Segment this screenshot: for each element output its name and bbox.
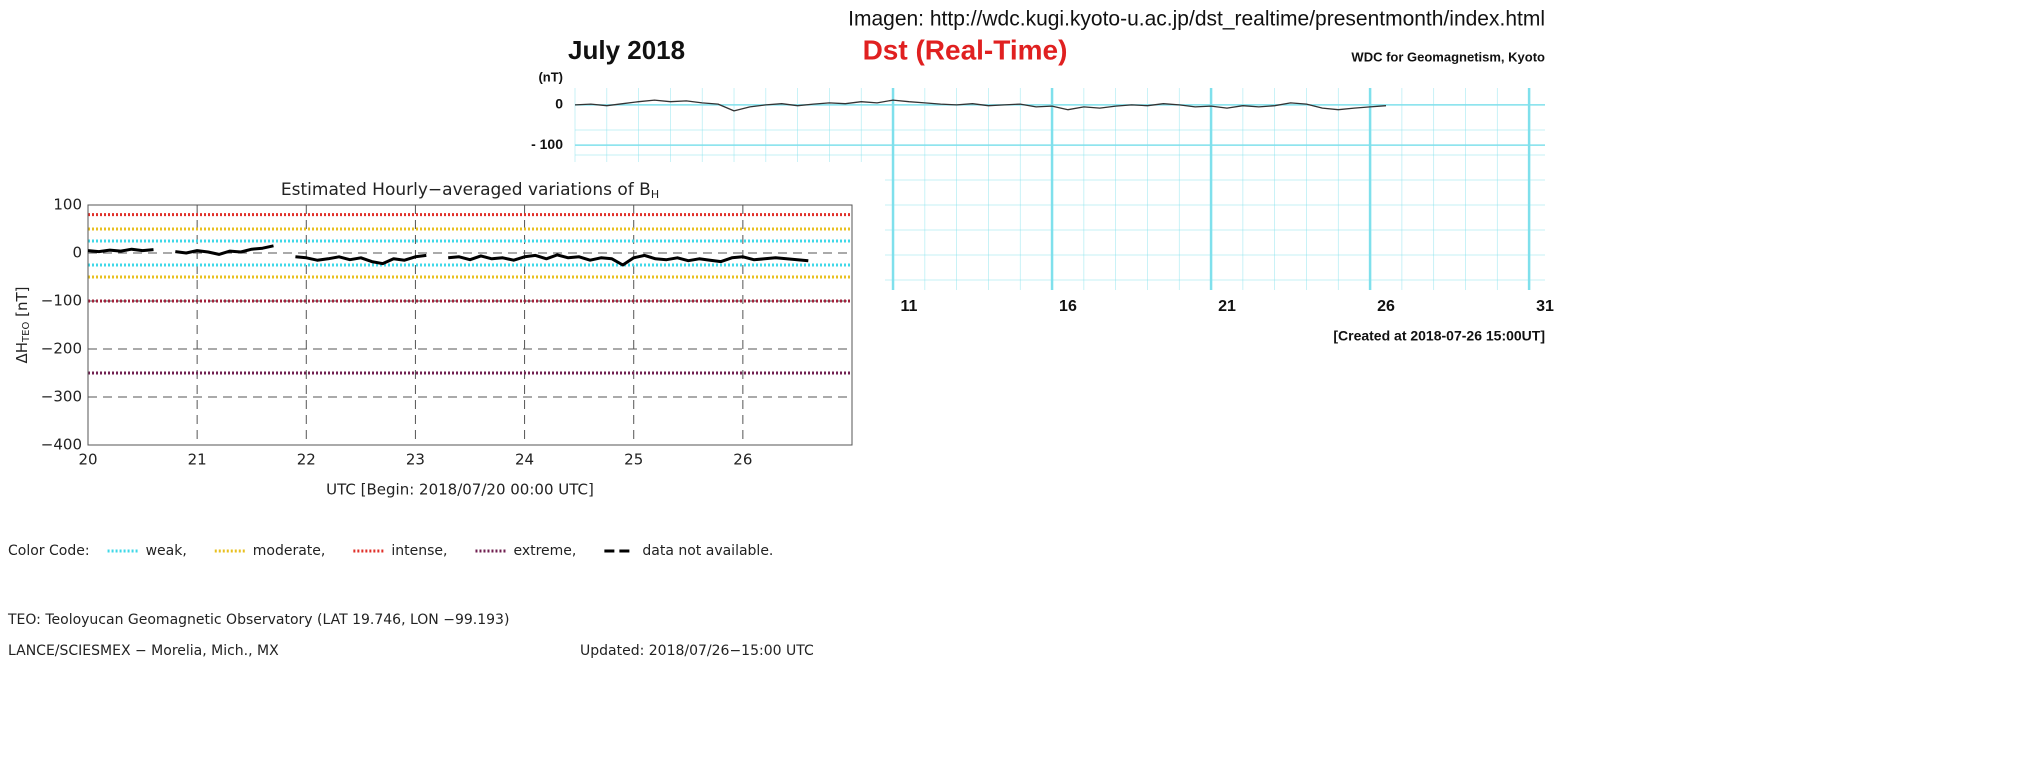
x-tick-label: 24 xyxy=(515,451,534,469)
y-tick-label: −300 xyxy=(41,388,82,406)
y-label-subscript: TEO xyxy=(21,322,32,343)
x-tick-label: 25 xyxy=(624,451,643,469)
updated: Updated: 2018/07/26−15:00 UTC xyxy=(580,643,814,659)
y-tick-label: 0 xyxy=(555,96,563,112)
x-tick-label: 11 xyxy=(900,298,917,315)
y-tick-label: 0 xyxy=(72,244,82,262)
y-label-unit: [nT] xyxy=(13,286,31,321)
x-tick-label: 20 xyxy=(78,451,97,469)
y-tick-label: −200 xyxy=(41,340,82,358)
subtitle: July 2018 xyxy=(568,35,685,65)
footer-line: LANCE/SCIESMEX − Morelia, Mich., MX xyxy=(8,643,279,659)
y-tick-label: 100 xyxy=(53,196,82,214)
x-tick-label: 26 xyxy=(1377,298,1395,315)
credit: WDC for Geomagnetism, Kyoto xyxy=(1351,49,1545,64)
title-subscript: H xyxy=(651,188,659,201)
x-tick-label: 21 xyxy=(1218,298,1236,315)
data-line xyxy=(574,99,1387,112)
teo-plot: 20 21 22 23 24 25 26 100 0 −100 −200 −300 −400 Estima… xyxy=(7,180,853,659)
legend-label: moderate, xyxy=(253,543,326,559)
y-tick-label: - 100 xyxy=(531,136,563,152)
legend-label: weak, xyxy=(146,543,187,559)
y-tick-label: −100 xyxy=(41,292,82,310)
x-tick-label: 22 xyxy=(297,451,316,469)
y-axis-label: (nT) xyxy=(538,69,563,84)
source: Imagen: http://wdc.kugi.kyoto-u.ac.jp/ds… xyxy=(848,8,1545,31)
x-tick-label: 21 xyxy=(188,451,207,469)
legend-label: data not available. xyxy=(642,543,773,559)
y-label-text: ΔH xyxy=(13,342,31,364)
y-tick-label: −400 xyxy=(41,436,82,454)
x-tick-label: 31 xyxy=(1536,298,1554,315)
legend-label: intense, xyxy=(391,543,447,559)
note: [Created at 2018-07-26 15:00UT] xyxy=(1333,328,1545,344)
legend-title: Color Code: xyxy=(8,543,90,559)
y-axis-label: ΔHTEO [nT] xyxy=(13,286,33,363)
x-tick-label: 16 xyxy=(1059,298,1077,315)
legend-label: extreme, xyxy=(513,543,576,559)
title-text: Estimated Hourly−averaged variations of … xyxy=(281,180,651,200)
chart-title: Estimated Hourly−averaged variations of … xyxy=(281,180,659,201)
dst-plot: 0 - 100 11 16 21 26 31 xyxy=(531,88,1554,315)
x-tick-label: 23 xyxy=(406,451,425,469)
data-line xyxy=(87,244,809,267)
chart-title: Dst (Real-Time) xyxy=(863,34,1068,65)
x-tick-label: 26 xyxy=(733,451,752,469)
plot-frame xyxy=(87,204,853,446)
x-axis-label: UTC [Begin: 2018/07/20 00:00 UTC] xyxy=(326,481,594,499)
footer-line: TEO: Teoloyucan Geomagnetic Observatory … xyxy=(7,612,509,628)
